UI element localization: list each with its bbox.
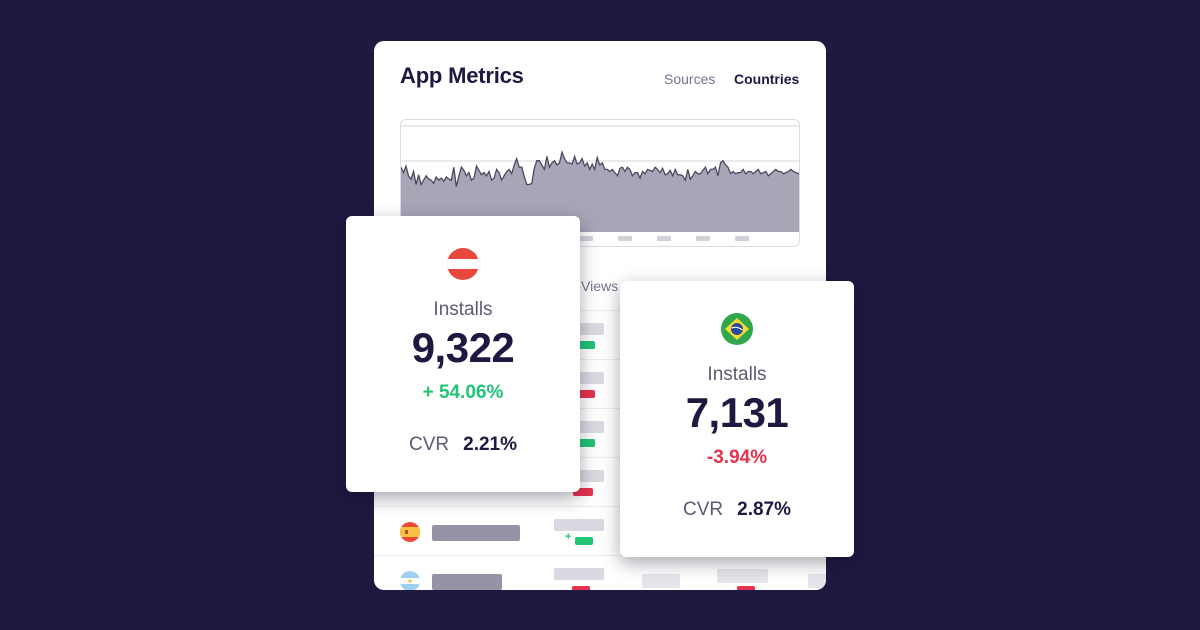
delta-positive-bar bbox=[577, 341, 595, 349]
country-name-placeholder bbox=[432, 574, 502, 590]
x-tick-label-placeholder bbox=[657, 236, 671, 241]
installs-value: 7,131 bbox=[685, 389, 789, 436]
cvr-label: CVR bbox=[683, 499, 724, 520]
delta-negative-bar bbox=[573, 488, 593, 496]
delta-negative-bar bbox=[572, 586, 590, 590]
page-title: App Metrics bbox=[400, 63, 524, 88]
delta-positive-bar bbox=[577, 439, 595, 447]
value-placeholder bbox=[554, 519, 604, 531]
table-row[interactable]: + bbox=[374, 506, 826, 555]
x-tick-label-placeholder bbox=[696, 236, 710, 241]
column-header-views: Views bbox=[581, 278, 619, 294]
cvr-row: CVR 2.21% bbox=[346, 434, 580, 456]
table-row[interactable] bbox=[374, 555, 826, 590]
cvr-value: 2.87% bbox=[737, 499, 791, 520]
delta-negative-bar bbox=[737, 586, 755, 590]
value-placeholder bbox=[642, 574, 680, 588]
installs-change: -3.94% bbox=[706, 447, 768, 468]
delta-positive-bar bbox=[575, 537, 593, 545]
tab-countries[interactable]: Countries bbox=[734, 71, 800, 87]
argentina-flag-icon bbox=[400, 571, 420, 590]
x-tick-label-placeholder bbox=[735, 236, 749, 241]
value-placeholder bbox=[554, 568, 604, 580]
cvr-value: 2.21% bbox=[463, 434, 517, 455]
country-card-brazil[interactable]: Installs 7,131 -3.94% CVR 2.87% bbox=[620, 281, 854, 557]
value-placeholder bbox=[717, 569, 768, 583]
delta-plus-sign: + bbox=[565, 531, 572, 543]
country-card-austria[interactable]: Installs 9,322 + 54.06% CVR 2.21% bbox=[346, 216, 580, 492]
installs-label: Installs bbox=[707, 364, 767, 385]
country-name-placeholder bbox=[432, 525, 520, 541]
cvr-row: CVR 2.87% bbox=[620, 499, 854, 521]
x-tick-label-placeholder bbox=[579, 236, 593, 241]
value-placeholder bbox=[808, 574, 826, 588]
installs-change: + 54.06% bbox=[422, 382, 504, 403]
chart-line bbox=[401, 149, 799, 187]
delta-negative-bar bbox=[577, 390, 595, 398]
chart-area bbox=[401, 152, 799, 232]
austria-flag-icon bbox=[447, 248, 479, 280]
cvr-label: CVR bbox=[409, 434, 450, 455]
installs-value: 9,322 bbox=[411, 324, 515, 371]
brazil-flag-icon bbox=[721, 313, 753, 345]
tab-sources[interactable]: Sources bbox=[664, 71, 716, 87]
x-tick-label-placeholder bbox=[618, 236, 632, 241]
spain-flag-icon bbox=[400, 522, 420, 542]
installs-label: Installs bbox=[433, 299, 493, 320]
